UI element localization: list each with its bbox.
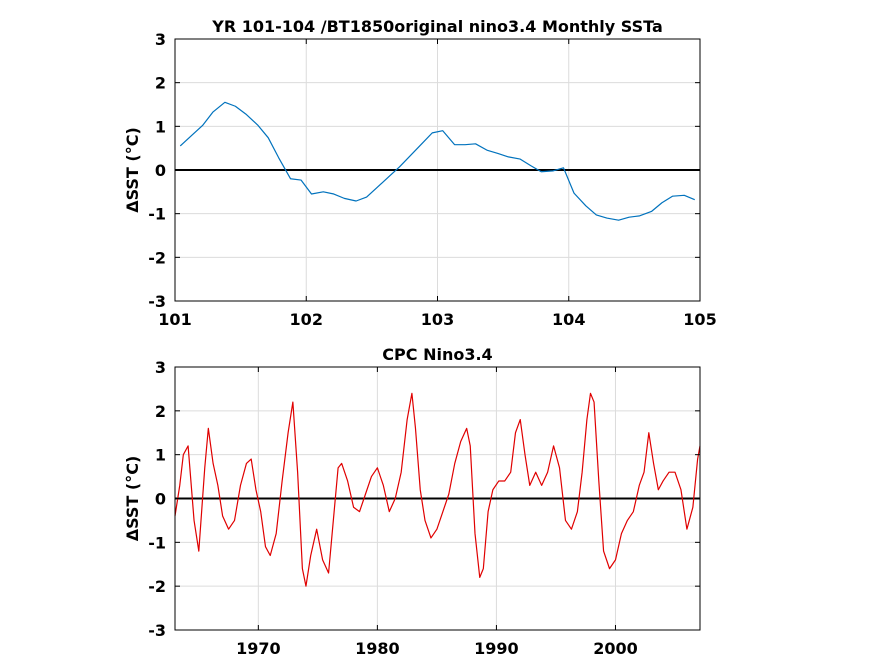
y-tick-label: -2 bbox=[148, 248, 166, 267]
y-tick-label: 1 bbox=[155, 446, 166, 465]
chart-bottom: 1970 1980 1990 2000 -3 -2 -1 0 1 2 3 CPC Nino3.4 Δ… bbox=[123, 345, 701, 656]
y-tick-label: 0 bbox=[155, 490, 166, 509]
y-tick-label: 1 bbox=[155, 117, 166, 136]
x-tick-label: 103 bbox=[421, 310, 454, 329]
x-tick-label: 102 bbox=[290, 310, 323, 329]
chart-top-ticks: 101 102 103 104 105 -3 -2 -1 0 1 2 3 bbox=[148, 30, 716, 329]
y-tick-label: -2 bbox=[148, 577, 166, 596]
chart-bottom-ylabel: ΔSST (°C) bbox=[123, 456, 142, 542]
x-tick-label: 101 bbox=[158, 310, 191, 329]
series-line bbox=[179, 101, 695, 221]
chart-bottom-series bbox=[174, 392, 701, 587]
chart-top-title: YR 101-104 /BT1850original nino3.4 Month… bbox=[211, 17, 663, 36]
chart-bottom-ticks: 1970 1980 1990 2000 -3 -2 -1 0 1 2 3 bbox=[148, 358, 700, 656]
x-tick-label: 1980 bbox=[355, 639, 400, 656]
y-tick-label: 2 bbox=[155, 74, 166, 93]
y-tick-label: 3 bbox=[155, 30, 166, 49]
chart-top: 101 102 103 104 105 -3 -2 -1 0 1 2 3 YR 101-104 /BT… bbox=[123, 17, 717, 329]
chart-top-series bbox=[179, 101, 695, 221]
x-tick-label: 1970 bbox=[236, 639, 281, 656]
x-tick-label: 105 bbox=[683, 310, 716, 329]
y-tick-label: 3 bbox=[155, 358, 166, 377]
x-tick-label: 2000 bbox=[593, 639, 638, 656]
y-tick-label: -1 bbox=[148, 533, 166, 552]
chart-bottom-title: CPC Nino3.4 bbox=[382, 345, 492, 364]
y-tick-label: -3 bbox=[148, 621, 166, 640]
chart-top-ylabel: ΔSST (°C) bbox=[123, 127, 142, 213]
x-tick-label: 104 bbox=[552, 310, 585, 329]
series-line bbox=[174, 392, 701, 587]
y-tick-label: -1 bbox=[148, 205, 166, 224]
y-tick-label: -3 bbox=[148, 292, 166, 311]
x-tick-label: 1990 bbox=[474, 639, 519, 656]
y-tick-label: 0 bbox=[155, 161, 166, 180]
y-tick-label: 2 bbox=[155, 402, 166, 421]
